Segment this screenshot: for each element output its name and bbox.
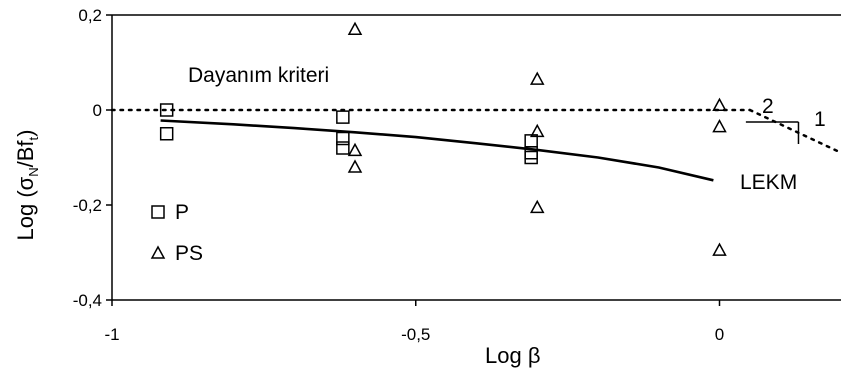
criterion-line <box>748 108 841 154</box>
lines-group <box>110 108 841 182</box>
data-point-p <box>159 127 174 141</box>
y-tick-label: 0 <box>93 101 102 120</box>
lekm-curve-label: LEKM <box>740 171 797 194</box>
x-tick-label: 0 <box>715 325 724 344</box>
data-point-p <box>336 131 350 146</box>
annotations-group: Dayanım kriteri LEKM 2 1 <box>188 64 826 194</box>
x-axis-title: Log β <box>485 343 540 368</box>
y-axis-title: Log (σN/Bft) <box>13 130 41 241</box>
data-point-ps <box>347 142 363 157</box>
legend-label-ps: PS <box>175 242 203 265</box>
data-point-p <box>159 103 174 117</box>
y-axis-title-text: Log (σN/Bft) <box>13 130 41 241</box>
x-tick-label: -1 <box>104 325 119 344</box>
data-point-p <box>524 150 538 165</box>
x-tick-label: -0,5 <box>401 325 430 344</box>
legend-triangle-marker <box>150 245 166 259</box>
legend-label-p: P <box>175 201 189 224</box>
y-title-part-1: Log (σ <box>13 176 38 240</box>
y-title-part-3: ) <box>13 130 38 137</box>
data-point-ps <box>529 123 545 138</box>
y-title-sub-n: N <box>26 167 41 176</box>
y-tick-label: -0,4 <box>73 291 102 310</box>
data-point-ps <box>712 119 727 133</box>
data-point-ps <box>712 242 727 256</box>
strength-criterion-label: Dayanım kriteri <box>188 64 329 87</box>
y-tick-label: 0,2 <box>78 6 102 25</box>
y-title-part-2: /Bf <box>13 140 38 168</box>
data-point-ps <box>347 159 363 173</box>
slope-run-label: 2 <box>762 95 774 118</box>
data-point-p <box>336 110 350 124</box>
axes-group: -0,4 -0,2 0 0,2 -1 -0,5 0 <box>73 6 841 344</box>
data-point-ps <box>529 199 545 214</box>
markers-group <box>159 21 727 256</box>
slope-rise-label: 1 <box>814 108 826 131</box>
data-point-ps <box>347 21 363 35</box>
data-point-ps <box>529 71 545 85</box>
legend: P PS <box>150 201 203 265</box>
y-title-sub-t: t <box>26 136 41 140</box>
lekm-curve <box>160 119 714 182</box>
legend-square-marker <box>151 205 165 219</box>
y-tick-label: -0,2 <box>73 196 102 215</box>
data-point-p <box>336 141 350 155</box>
data-point-ps <box>712 97 727 111</box>
